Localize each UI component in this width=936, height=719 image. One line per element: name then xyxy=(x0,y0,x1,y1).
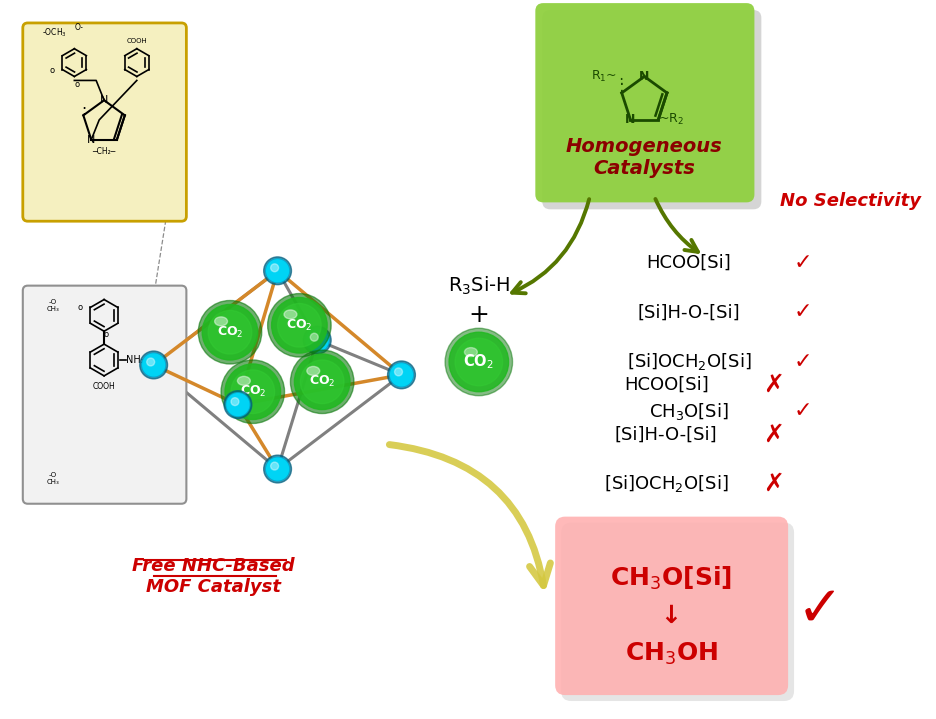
FancyBboxPatch shape xyxy=(542,10,761,209)
Circle shape xyxy=(202,304,257,360)
Circle shape xyxy=(225,364,281,419)
Text: HCOO[Si]: HCOO[Si] xyxy=(623,376,709,394)
Circle shape xyxy=(224,390,252,418)
Text: [Si]H-O-[Si]: [Si]H-O-[Si] xyxy=(637,303,740,321)
Circle shape xyxy=(295,354,350,410)
Text: o: o xyxy=(104,330,109,339)
Text: COOH: COOH xyxy=(126,38,147,44)
Text: :̇: :̇ xyxy=(619,78,624,96)
Circle shape xyxy=(446,329,513,395)
Text: [Si]OCH$_2$O[Si]: [Si]OCH$_2$O[Si] xyxy=(627,352,752,372)
Circle shape xyxy=(395,368,402,376)
Text: ─CH₂─: ─CH₂─ xyxy=(93,147,116,156)
Text: [Si]H-O-[Si]: [Si]H-O-[Si] xyxy=(615,426,718,444)
Text: N: N xyxy=(87,134,95,145)
FancyArrowPatch shape xyxy=(389,444,550,585)
FancyBboxPatch shape xyxy=(22,23,186,221)
Circle shape xyxy=(227,394,249,416)
Text: CO$_2$: CO$_2$ xyxy=(217,325,243,340)
Circle shape xyxy=(271,462,279,470)
Circle shape xyxy=(139,351,168,379)
Circle shape xyxy=(449,332,508,392)
Circle shape xyxy=(271,264,279,272)
Text: ✗: ✗ xyxy=(763,472,783,496)
Text: CO$_2$: CO$_2$ xyxy=(463,352,494,371)
Circle shape xyxy=(266,259,289,283)
Circle shape xyxy=(221,360,285,423)
Circle shape xyxy=(303,326,331,354)
Circle shape xyxy=(147,358,154,366)
Text: +: + xyxy=(468,303,490,327)
Circle shape xyxy=(198,301,262,364)
Ellipse shape xyxy=(307,367,320,375)
Text: :: : xyxy=(80,103,86,118)
Text: -O
CH₃: -O CH₃ xyxy=(46,472,59,485)
Text: -OCH$_3$: -OCH$_3$ xyxy=(42,27,67,39)
Text: Free NHC-Based
MOF Catalyst: Free NHC-Based MOF Catalyst xyxy=(132,557,295,595)
Text: o: o xyxy=(50,66,55,75)
Text: CH$_3$O[Si]: CH$_3$O[Si] xyxy=(610,564,732,592)
Text: HCOO[Si]: HCOO[Si] xyxy=(647,254,731,272)
Circle shape xyxy=(278,303,321,347)
Circle shape xyxy=(305,329,329,352)
Text: R$_1$~: R$_1$~ xyxy=(591,69,617,84)
Circle shape xyxy=(266,457,289,481)
Text: CO$_2$: CO$_2$ xyxy=(240,384,266,399)
Circle shape xyxy=(141,353,166,377)
Circle shape xyxy=(390,364,413,386)
Circle shape xyxy=(267,260,288,282)
Circle shape xyxy=(300,360,344,403)
Circle shape xyxy=(208,311,252,354)
Text: CO$_2$: CO$_2$ xyxy=(309,375,335,390)
Text: Homogeneous
Catalysts: Homogeneous Catalysts xyxy=(566,137,723,178)
Text: No Selectivity: No Selectivity xyxy=(780,193,921,211)
Text: o: o xyxy=(78,303,83,313)
Circle shape xyxy=(268,293,331,357)
Text: COOH: COOH xyxy=(93,382,115,391)
Circle shape xyxy=(264,257,291,285)
Ellipse shape xyxy=(238,376,250,385)
Circle shape xyxy=(226,393,250,416)
FancyBboxPatch shape xyxy=(22,285,186,504)
Circle shape xyxy=(311,333,318,341)
FancyBboxPatch shape xyxy=(535,3,754,202)
Circle shape xyxy=(389,363,414,387)
Text: N: N xyxy=(625,113,636,126)
Circle shape xyxy=(267,458,288,480)
Ellipse shape xyxy=(464,347,477,357)
Circle shape xyxy=(143,354,165,376)
Circle shape xyxy=(271,298,328,353)
Circle shape xyxy=(290,350,354,413)
Text: CH$_3$O[Si]: CH$_3$O[Si] xyxy=(649,401,729,422)
Text: O-: O- xyxy=(75,24,83,32)
Text: ~R$_2$: ~R$_2$ xyxy=(658,112,684,127)
Text: ✓: ✓ xyxy=(794,253,812,273)
Text: [Si]OCH$_2$O[Si]: [Si]OCH$_2$O[Si] xyxy=(604,473,728,495)
Circle shape xyxy=(231,370,274,413)
Circle shape xyxy=(455,338,503,386)
Circle shape xyxy=(231,398,239,406)
Text: N: N xyxy=(100,95,109,105)
Ellipse shape xyxy=(284,310,297,319)
FancyBboxPatch shape xyxy=(555,517,788,695)
Text: CH$_3$OH: CH$_3$OH xyxy=(624,641,718,667)
Circle shape xyxy=(264,455,291,483)
Text: ✓: ✓ xyxy=(794,352,812,372)
Text: R$_3$Si-H: R$_3$Si-H xyxy=(447,275,510,297)
FancyBboxPatch shape xyxy=(561,523,794,701)
Text: N: N xyxy=(639,70,650,83)
Text: -O
CH₃: -O CH₃ xyxy=(46,299,59,312)
Text: ✓: ✓ xyxy=(794,303,812,322)
Ellipse shape xyxy=(214,317,227,326)
Text: o: o xyxy=(75,80,80,89)
Text: ✓: ✓ xyxy=(794,401,812,421)
Text: CO$_2$: CO$_2$ xyxy=(286,318,313,333)
Text: ↓: ↓ xyxy=(661,604,681,628)
Text: NH₂: NH₂ xyxy=(126,355,144,365)
Text: ✗: ✗ xyxy=(763,422,783,446)
Text: ✓: ✓ xyxy=(797,584,843,638)
Circle shape xyxy=(388,361,416,389)
Circle shape xyxy=(306,329,329,351)
Text: ✗: ✗ xyxy=(763,372,783,397)
